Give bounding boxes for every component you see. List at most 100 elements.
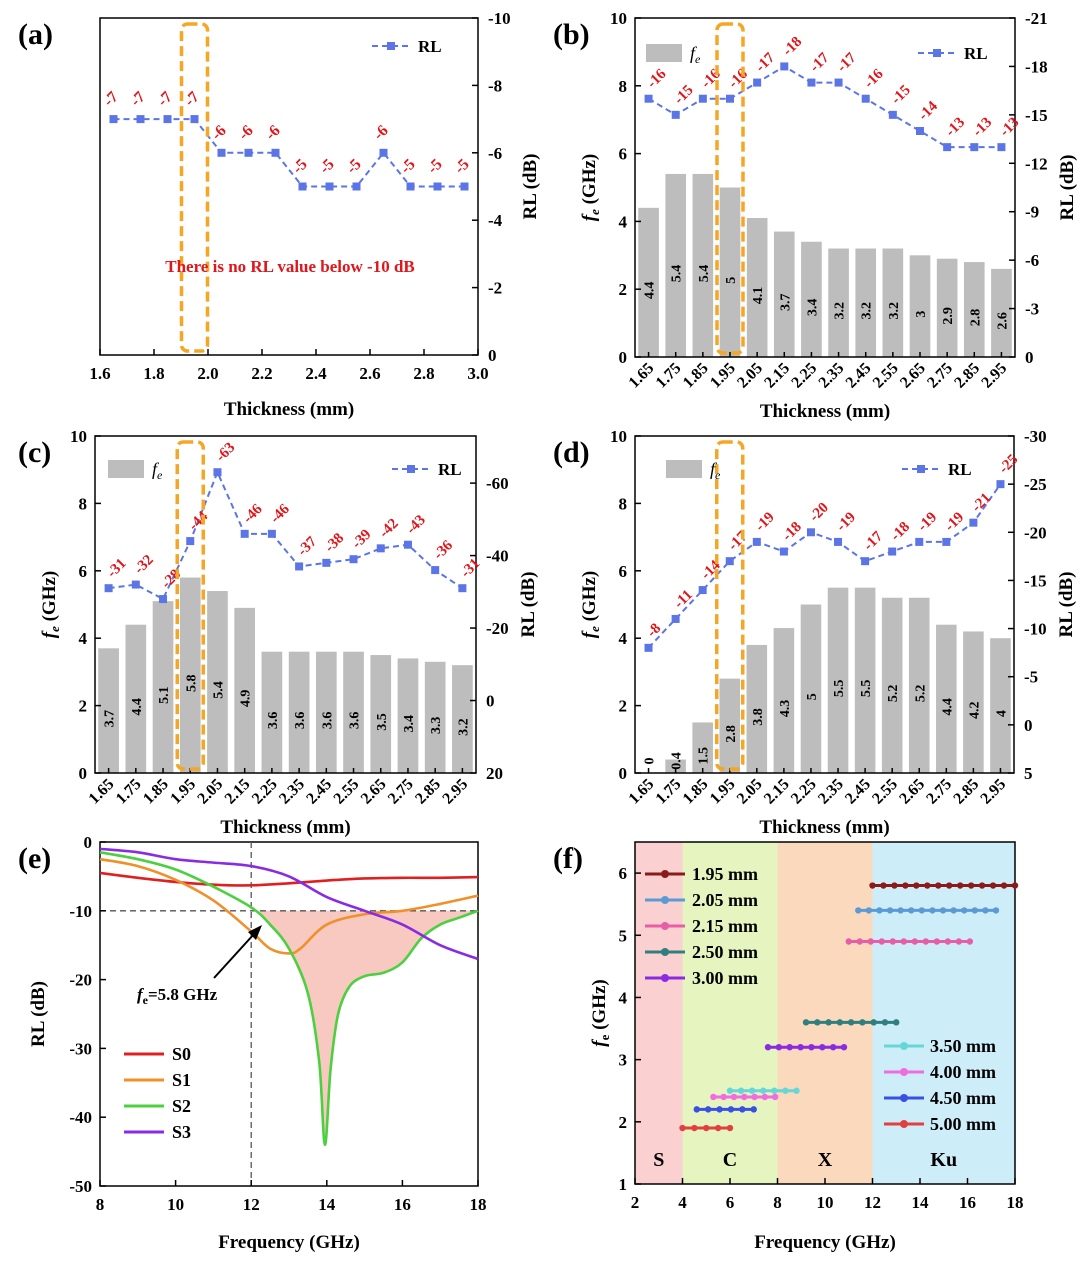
- x-tick-label: 1.65: [86, 776, 118, 808]
- rl-marker: [725, 557, 734, 566]
- y-axis-label: fe (GHz): [579, 571, 602, 639]
- x-tick-label: 2.55: [870, 360, 902, 392]
- fe-bar-label: 4.9: [239, 690, 254, 708]
- band-marker: [900, 938, 908, 945]
- fe-bar-label: 4.4: [643, 282, 658, 300]
- fe-bar: [936, 258, 958, 357]
- y2-tick-label: -21: [1025, 9, 1048, 28]
- band-marker: [955, 938, 963, 945]
- x-tick-group: 2.85: [412, 776, 444, 808]
- band-marker: [978, 882, 986, 889]
- fe-bar: [827, 587, 849, 773]
- fe-bar: [746, 218, 768, 357]
- y-tick-label: 10: [610, 9, 627, 28]
- x-tick-label: 2.15: [761, 360, 793, 392]
- y-tick-label: 4: [79, 629, 88, 648]
- fe-bar-label-group: 3.2: [860, 302, 875, 320]
- rl-label-group: -46: [240, 501, 266, 527]
- x-tick-group: 2.25: [249, 776, 281, 808]
- x-tick-label: 6: [726, 1193, 735, 1212]
- y-tick-label: -30: [69, 1039, 92, 1058]
- rl-marker: [997, 143, 1006, 152]
- fe-bar-label-group: 4.2: [967, 701, 982, 719]
- x-tick-label: 1.75: [653, 360, 685, 392]
- y-tick-label: 10: [70, 427, 87, 446]
- rl-marker: [644, 643, 653, 652]
- x-tick-group: 2.95: [977, 776, 1009, 808]
- x-tick-group: 1.75: [653, 360, 685, 392]
- fe-bar: [125, 624, 147, 773]
- fe-bar: [424, 661, 446, 773]
- rl-label-group: -37: [295, 533, 321, 559]
- rl-marker: [379, 148, 388, 157]
- y2-tick-label: -15: [1024, 571, 1047, 590]
- rl-label-group: -13: [943, 115, 968, 140]
- rl-marker: [807, 78, 816, 87]
- fe-bar: [452, 665, 473, 773]
- rl-marker: [349, 555, 358, 564]
- fe-bar-label: 3.2: [456, 718, 471, 736]
- band-marker: [911, 938, 919, 945]
- y-axis-label-group: RL (dB): [28, 981, 49, 1047]
- legend-fe-swatch: [108, 460, 144, 478]
- band-marker: [750, 1106, 757, 1113]
- fe-bar-label-group: 3.2: [833, 302, 848, 320]
- rl-label-group: -42: [376, 516, 401, 541]
- y-tick-label: 0: [79, 764, 88, 783]
- x-tick-label: 1.8: [143, 364, 164, 383]
- band-marker: [961, 907, 968, 914]
- band-marker: [946, 882, 953, 889]
- x-tick-label: 1.6: [89, 364, 110, 383]
- rl-marker: [834, 78, 843, 87]
- rl-data-label: -7: [181, 88, 202, 109]
- rl-data-label: -46: [267, 501, 293, 527]
- legend-label: 3.00 mm: [692, 968, 758, 988]
- highlight-box: [179, 22, 210, 353]
- y2-tick-label: 0: [486, 692, 495, 711]
- y-tick-label: 2: [619, 1113, 628, 1132]
- band-marker: [825, 1019, 832, 1026]
- rl-data-label: -6: [262, 122, 283, 143]
- fe-bar-label: 3.6: [320, 712, 335, 730]
- band-marker: [786, 1044, 793, 1051]
- y-tick-label: 4: [619, 629, 628, 648]
- fe-bar: [828, 248, 849, 357]
- y2-tick-label: -5: [1024, 668, 1038, 687]
- rl-label-group: -5: [343, 156, 364, 177]
- rl-marker: [644, 94, 653, 103]
- rl-marker: [213, 468, 222, 477]
- x-tick-group: 2.65: [358, 776, 390, 808]
- legend-marker: [661, 896, 669, 904]
- legend-label: S2: [172, 1096, 191, 1116]
- x-tick-label: 8: [773, 1193, 782, 1212]
- x-tick-label: 2.75: [385, 776, 417, 808]
- legend-label: 2.05 mm: [692, 890, 758, 910]
- fe-bar-label: 1.5: [697, 747, 712, 765]
- rl-data-label: -14: [698, 557, 724, 583]
- y2-axis-label: RL (dB): [1057, 155, 1078, 221]
- fe-bar-label-group: 5.2: [886, 685, 901, 703]
- legend-rl-label: RL: [964, 44, 988, 63]
- y2-tick-label: -15: [1025, 106, 1048, 125]
- x-tick-group: 2.15: [222, 776, 254, 808]
- x-tick-label: 2.8: [413, 364, 434, 383]
- x-tick-label: 18: [470, 1195, 487, 1214]
- fe-bar-label: 5.8: [184, 675, 199, 693]
- x-tick-label: 2.35: [815, 776, 847, 808]
- y-axis-label-group: fe (GHz): [39, 571, 62, 639]
- fe-bar-label-group: 5.4: [211, 681, 226, 699]
- x-tick-group: 1.65: [626, 776, 658, 808]
- rl-marker: [186, 537, 195, 546]
- band-marker: [710, 1093, 717, 1101]
- x-tick-group: 1.95: [167, 776, 199, 808]
- fe-bar-label: 2.8: [724, 725, 739, 743]
- x-tick-label: 2.85: [951, 360, 983, 392]
- band-marker: [881, 1019, 889, 1026]
- rl-data-label: -5: [424, 156, 445, 177]
- fe-bar: [179, 577, 201, 773]
- fe-bar-label: 4.4: [940, 698, 955, 716]
- band-marker: [760, 1087, 767, 1094]
- rl-label-group: -18: [888, 519, 913, 544]
- band-marker: [814, 1019, 821, 1026]
- fe-bar-label-group: 4.1: [751, 287, 766, 305]
